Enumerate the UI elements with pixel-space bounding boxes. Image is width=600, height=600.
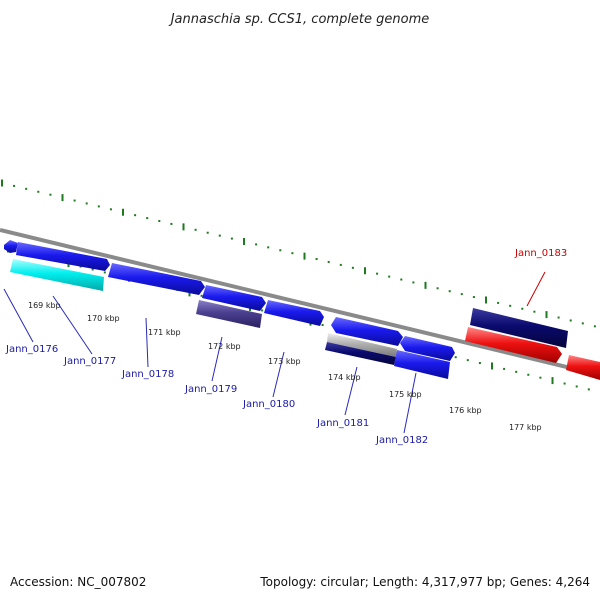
kbp-tick-label: 172 kbp bbox=[208, 342, 241, 351]
gene-label-jann-0178[interactable]: Jann_0178 bbox=[121, 369, 174, 380]
gene-arrow[interactable] bbox=[264, 300, 324, 326]
gene-arrow[interactable] bbox=[566, 355, 600, 380]
gene-arrow[interactable] bbox=[10, 259, 104, 291]
gene-label-jann-0180[interactable]: Jann_0180 bbox=[242, 399, 295, 410]
kbp-tick-label: 171 kbp bbox=[148, 328, 181, 337]
gene-label-jann-0177[interactable]: Jann_0177 bbox=[63, 356, 116, 367]
leader-lines bbox=[3, 271, 546, 434]
gene-track bbox=[4, 240, 600, 380]
kbp-tick-label: 177 kbp bbox=[509, 423, 542, 432]
genome-summary-text: Topology: circular; Length: 4,317,977 bp… bbox=[259, 575, 590, 589]
kbp-labels: 169 kbp 170 kbp 171 kbp 172 kbp 173 kbp … bbox=[28, 301, 542, 432]
kbp-tick-label: 173 kbp bbox=[268, 357, 301, 366]
genome-backbone bbox=[0, 228, 600, 377]
top-tick-track bbox=[1, 179, 596, 328]
gene-arrow[interactable] bbox=[400, 336, 455, 361]
kbp-tick-label: 170 kbp bbox=[87, 314, 120, 323]
gene-arrow[interactable] bbox=[465, 327, 562, 363]
gene-arrow[interactable] bbox=[16, 242, 110, 271]
gene-arrow[interactable] bbox=[202, 285, 266, 311]
gene-label-jann-0176[interactable]: Jann_0176 bbox=[5, 344, 58, 355]
accession-text: Accession: NC_007802 bbox=[10, 575, 146, 589]
kbp-tick-label: 175 kbp bbox=[389, 390, 422, 399]
gene-arrow[interactable] bbox=[331, 317, 403, 346]
gene-label-jann-0182[interactable]: Jann_0182 bbox=[375, 435, 428, 446]
gene-arrow[interactable] bbox=[108, 263, 205, 295]
gene-arrow[interactable] bbox=[4, 240, 18, 253]
gene-arrow[interactable] bbox=[394, 350, 450, 379]
kbp-tick-label: 174 kbp bbox=[328, 373, 361, 382]
gene-label-jann-0181[interactable]: Jann_0181 bbox=[316, 418, 369, 429]
kbp-tick-label: 169 kbp bbox=[28, 301, 61, 310]
gene-labels: Jann_0176 Jann_0177 Jann_0178 Jann_0179 … bbox=[5, 248, 567, 446]
gene-arrow[interactable] bbox=[470, 308, 568, 348]
gene-label-jann-0179[interactable]: Jann_0179 bbox=[184, 384, 237, 395]
gene-arrow[interactable] bbox=[325, 342, 396, 365]
gene-label-jann-0183[interactable]: Jann_0183 bbox=[514, 248, 567, 259]
gene-arrow[interactable] bbox=[196, 300, 262, 328]
gene-arrow[interactable] bbox=[327, 333, 397, 357]
map-title: Jannaschia sp. CCS1, complete genome bbox=[168, 12, 430, 27]
kbp-tick-label: 176 kbp bbox=[449, 406, 482, 415]
